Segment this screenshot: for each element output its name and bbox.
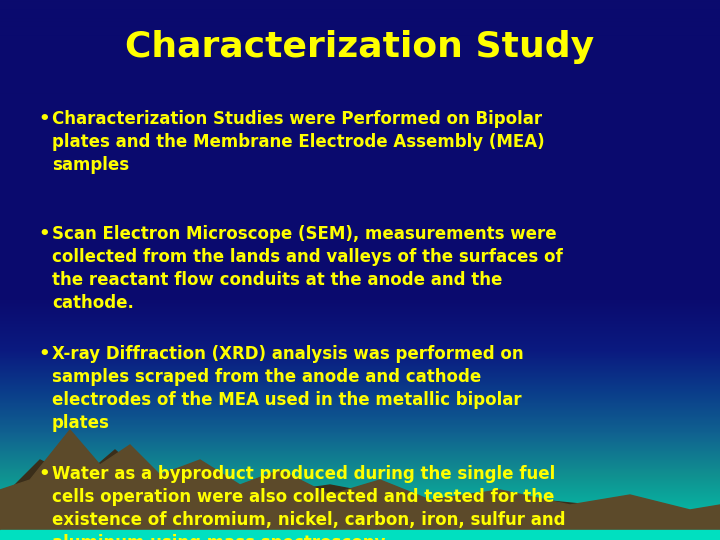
Text: Characterization Study: Characterization Study [125, 30, 595, 64]
Text: •: • [38, 345, 50, 363]
Polygon shape [0, 530, 720, 540]
Text: Water as a byproduct produced during the single fuel
cells operation were also c: Water as a byproduct produced during the… [52, 465, 565, 540]
Text: •: • [38, 465, 50, 483]
Text: X-ray Diffraction (XRD) analysis was performed on
samples scraped from the anode: X-ray Diffraction (XRD) analysis was per… [52, 345, 523, 431]
Polygon shape [0, 450, 720, 540]
Polygon shape [0, 430, 720, 540]
Text: Characterization Studies were Performed on Bipolar
plates and the Membrane Elect: Characterization Studies were Performed … [52, 110, 544, 174]
Text: •: • [38, 225, 50, 243]
Text: •: • [38, 110, 50, 128]
Text: Scan Electron Microscope (SEM), measurements were
collected from the lands and v: Scan Electron Microscope (SEM), measurem… [52, 225, 563, 312]
